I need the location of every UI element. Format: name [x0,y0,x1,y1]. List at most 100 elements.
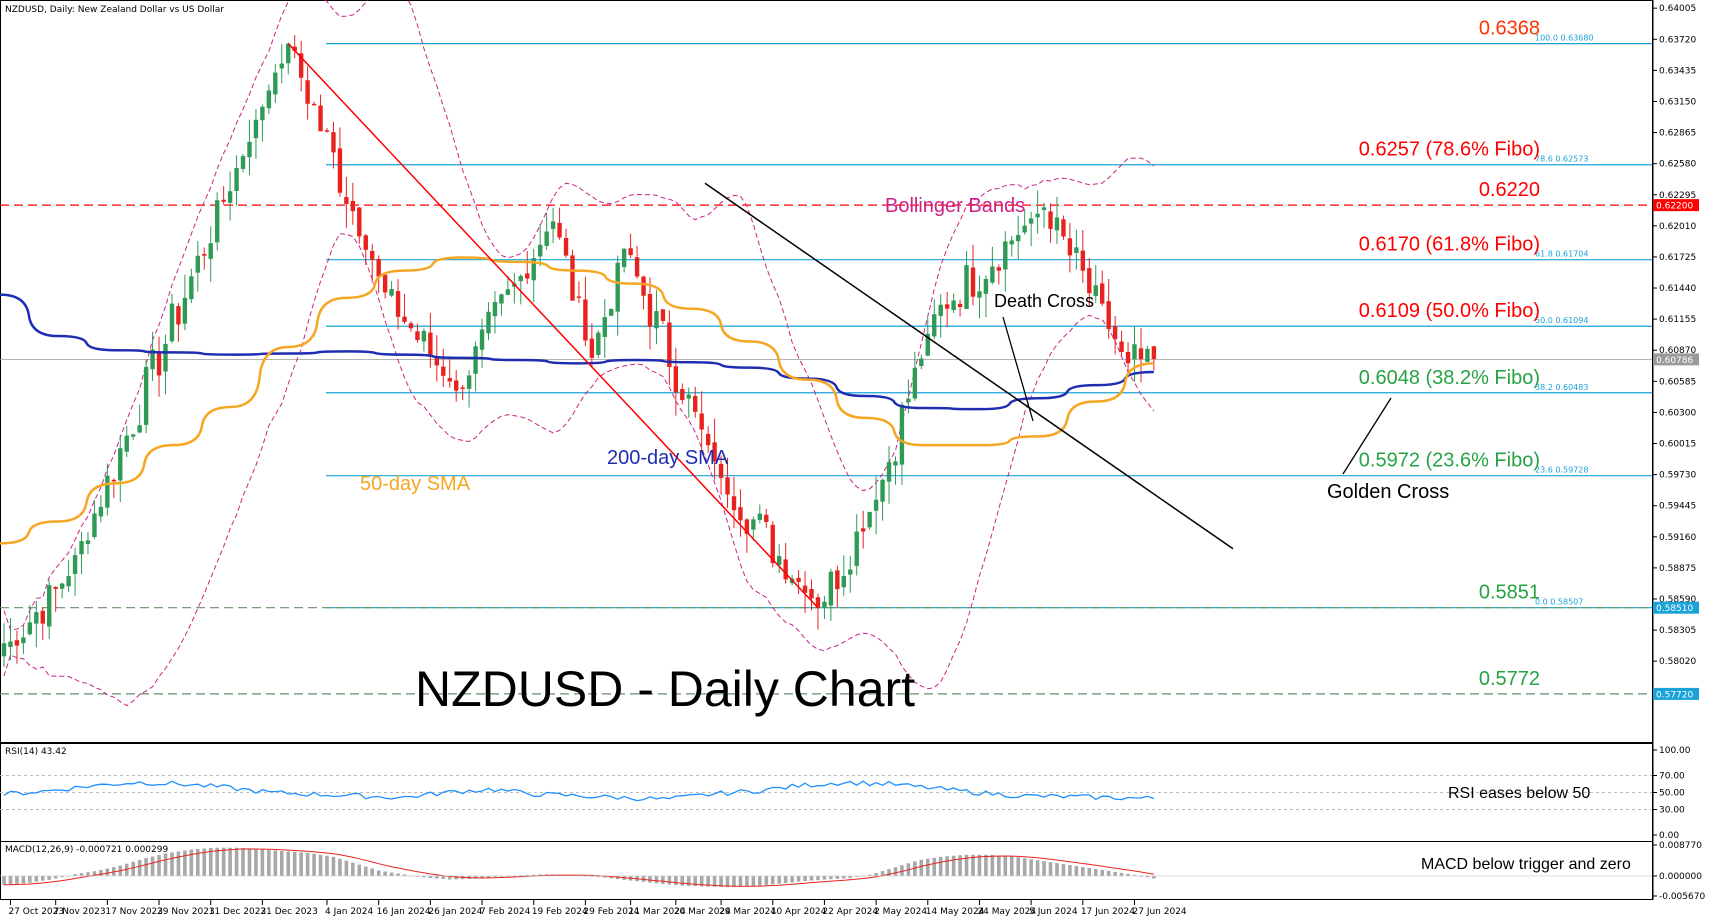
macd-histogram-bar [215,847,219,876]
candle-body [85,540,91,544]
macd-histogram-bar [648,875,652,883]
candle-body [344,197,349,204]
candle-body [912,368,918,399]
price-tick-label: 0.59730 [1659,471,1696,481]
death-cross-pointer [1002,316,1034,422]
macd-histogram-bar [1152,875,1156,879]
macd-histogram-bar [1009,856,1014,876]
candle-body [751,519,756,530]
macd-histogram-bar [842,875,846,879]
price-tick-label: 0.60015 [1659,440,1696,450]
candle-body [14,640,20,646]
price-tick-label: 0.58875 [1659,564,1696,574]
macd-tick-label: 0.000000 [1659,872,1702,882]
candle-body [783,559,788,580]
candle-body [118,448,123,481]
candle-body [796,577,801,582]
macd-histogram-bar [854,875,859,877]
bollinger-label: Bollinger Bands [885,195,1025,217]
macd-histogram-bar [260,849,265,876]
candle-body [906,398,911,403]
candle-body [214,200,220,243]
candle-body [899,404,905,465]
date-tick-label: 11 Dec 2023 [209,907,267,917]
macd-tick-label: 0.008770 [1659,841,1702,851]
candle-body [550,221,556,229]
candle-body [1151,346,1157,359]
bollinger-upper [3,0,1155,631]
candle-body [1074,247,1079,253]
candle-body [499,294,504,304]
macd-histogram-bar [1074,866,1079,876]
price-tag-label: 0.62200 [1656,202,1693,212]
macd-histogram-bar [977,854,982,876]
candle-body [848,569,853,575]
candle-body [492,301,498,317]
macd-histogram-bar [428,875,433,879]
candle-body [227,191,233,203]
candle-body [867,511,872,528]
macd-histogram-bar [1068,865,1072,876]
candle-body [79,541,84,555]
candle-body [990,266,995,283]
rsi-tick-label: 30.00 [1659,806,1685,816]
date-tick-label: 29 Nov 2023 [157,907,215,917]
candle-body [240,156,246,169]
candle-body [1054,217,1060,231]
candle-body [40,610,45,624]
date-tick-label: 17 Nov 2023 [105,907,163,917]
macd-histogram-bar [1003,855,1008,876]
macd-histogram-bar [292,851,297,876]
candle-body [777,556,782,566]
price-tick-label: 0.64005 [1659,4,1696,14]
candle-body [731,496,737,511]
price-tick-label: 0.60300 [1659,408,1696,418]
candle-body [124,435,129,452]
candle-body [570,255,575,301]
date-tick-label: 10 Apr 2024 [771,907,827,917]
macd-histogram-bar [848,875,853,878]
macd-histogram-bar [751,875,756,886]
price-tick-label: 0.58305 [1659,626,1696,636]
candle-body [279,63,284,69]
macd-histogram-bar [144,858,148,876]
fibo-level-label: 0.6257 (78.6% Fibo) [1359,139,1540,161]
macd-histogram-bar [170,852,174,876]
chart-title: NZDUSD - Daily Chart [415,661,915,717]
candle-body [428,332,433,357]
macd-histogram-bar [15,875,19,884]
macd-histogram-bar [686,875,691,886]
candle-body [1067,238,1073,256]
candle-body [1138,348,1144,360]
candle-body [447,378,452,382]
macd-histogram-bar [835,875,840,879]
candle-body [828,571,834,606]
macd-histogram-bar [447,875,452,880]
macd-histogram-bar [829,875,833,880]
macd-histogram-bar [415,875,420,877]
death-cross-label: Death Cross [994,291,1094,311]
candle-body [273,72,278,95]
horizontal-level-label: 0.6220 [1479,179,1540,201]
fibo-level-tag: 38.2 0.60483 [1535,383,1588,392]
price-axis: 0.64005 0.63720 0.63435 0.63150 0.62865 0.625… [1652,0,1696,900]
candle-body [893,461,898,466]
macd-histogram-bar [422,875,426,878]
candle-body [460,387,465,389]
macd-histogram-bar [654,875,659,884]
macd-histogram-bar [318,854,323,876]
macd-histogram-bar [867,874,872,876]
macd-histogram-bar [338,858,342,876]
rsi-header: RSI(14) 43.42 [5,747,67,757]
candle-body [253,119,259,139]
macd-histogram-bar [1100,869,1104,876]
candle-body [434,356,440,366]
chart-header: NZDUSD, Daily: New Zealand Dollar vs US … [5,5,224,15]
candle-body [66,576,71,587]
candle-body [441,366,446,376]
macd-histogram-bar [997,855,1001,876]
macd-histogram-bar [990,854,995,876]
macd-histogram-bar [137,859,142,876]
candle-body [363,235,368,250]
candle-body [757,513,763,520]
